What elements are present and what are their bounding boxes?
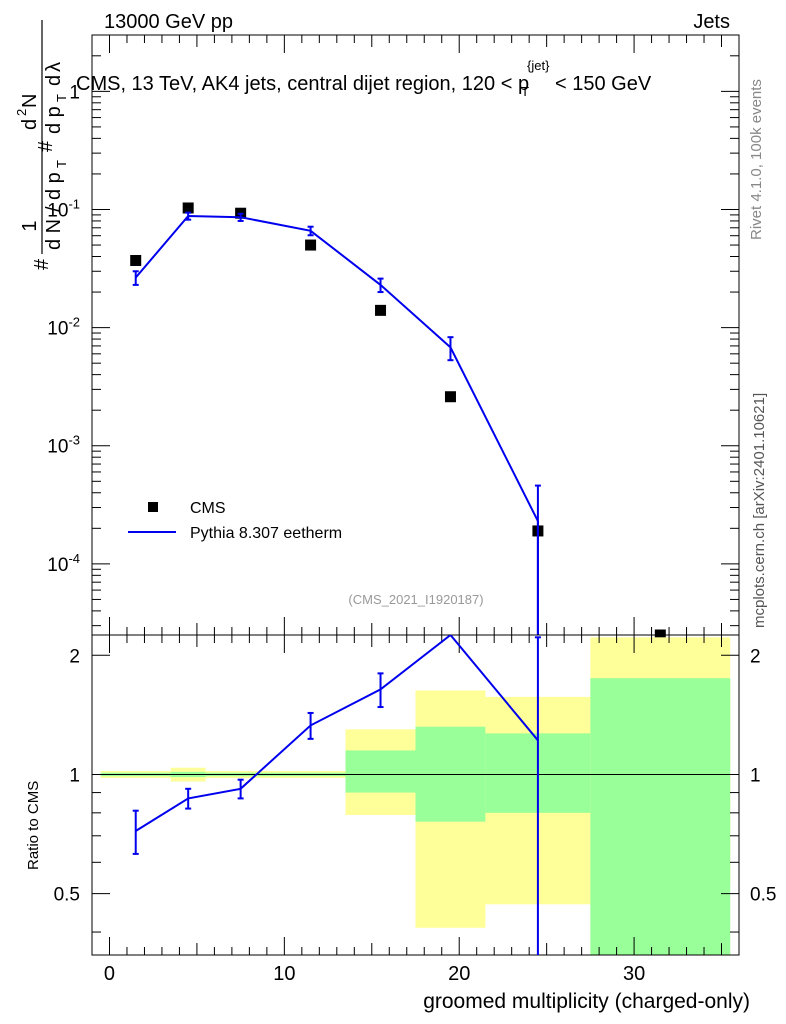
ratio-band-green bbox=[345, 750, 416, 793]
title-part-sup: {jet} bbox=[527, 58, 550, 73]
main-y-axis-title: # 1 d N / d p T # d 2 N d p T d λ bbox=[14, 20, 69, 270]
cms-data-point bbox=[182, 202, 194, 214]
tick-base: 10 bbox=[47, 319, 68, 340]
ratio-y-tick-label: 0.5 bbox=[54, 885, 80, 906]
tick-base: 10 bbox=[47, 200, 68, 221]
cms-data-point bbox=[130, 254, 142, 266]
x-axis-title: groomed multiplicity (charged-only) bbox=[423, 990, 750, 1013]
mcplots-label: mcplots.cern.ch [arXiv:2401.10621] bbox=[751, 393, 768, 628]
main-watermark: (CMS_2021_I1920187) bbox=[348, 592, 483, 607]
svg-text:2: 2 bbox=[14, 109, 29, 116]
legend-marker-cms bbox=[148, 502, 158, 512]
svg-text:d: d bbox=[19, 119, 41, 130]
x-tick-label: 30 bbox=[623, 963, 645, 985]
ratio-y-tick-label-right: 0.5 bbox=[750, 885, 776, 906]
ratio-plot-frame bbox=[91, 634, 740, 956]
main-plot-frame bbox=[91, 34, 740, 636]
main-y-tick-label: 1 bbox=[69, 82, 80, 103]
header-right: Jets bbox=[693, 11, 730, 33]
ratio-y-tick-label-right: 1 bbox=[750, 765, 761, 786]
main-panel: 110-110-210-310-4 (CMS_2021_I1920187) CM… bbox=[14, 20, 740, 641]
main-mc-line bbox=[132, 211, 541, 635]
main-y-tick-labels: 110-110-210-310-4 bbox=[47, 82, 80, 576]
svg-text:N: N bbox=[19, 94, 41, 108]
svg-text:T: T bbox=[54, 94, 69, 102]
ratio-y-tick-label: 2 bbox=[69, 646, 80, 667]
svg-text:d: d bbox=[43, 75, 65, 86]
svg-text:d p: d p bbox=[43, 172, 65, 200]
cms-data-point bbox=[444, 391, 456, 403]
x-tick-label: 20 bbox=[448, 963, 470, 985]
main-y-tick-label: 10-3 bbox=[47, 433, 80, 458]
svg-text:#: # bbox=[35, 140, 57, 152]
x-tick-label: 0 bbox=[104, 963, 115, 985]
cms-data-point bbox=[375, 304, 387, 316]
legend: CMS Pythia 8.307 eetherm bbox=[128, 500, 342, 542]
tick-exponent: -3 bbox=[68, 433, 80, 448]
x-tick-label: 10 bbox=[273, 963, 295, 985]
title-part-sub: T bbox=[521, 84, 529, 99]
svg-text:#: # bbox=[31, 258, 53, 270]
ratio-bands bbox=[100, 637, 731, 955]
ratio-ticks: 0.5 0.51 12 20 10 20 30 bbox=[54, 635, 776, 985]
legend-label-pythia: Pythia 8.307 eetherm bbox=[190, 525, 342, 542]
title-part-b: < 150 GeV bbox=[549, 73, 651, 95]
svg-text:d N: d N bbox=[43, 219, 65, 250]
title-part-a: CMS, 13 TeV, AK4 jets, central dijet reg… bbox=[76, 73, 518, 95]
main-y-tick-label: 10-1 bbox=[47, 196, 80, 221]
ratio-y-tick-label-right: 2 bbox=[750, 646, 761, 667]
svg-text:/: / bbox=[43, 206, 65, 212]
chart-title: CMS, 13 TeV, AK4 jets, central dijet reg… bbox=[76, 58, 652, 99]
legend-label-cms: CMS bbox=[190, 500, 226, 517]
tick-exponent: -2 bbox=[68, 315, 80, 330]
tick-exponent: -1 bbox=[68, 196, 80, 211]
rivet-label: Rivet 4.1.0, 100k events bbox=[748, 79, 765, 240]
ratio-panel: 0.5 0.51 12 20 10 20 30 Ratio to CMS groomed m… bbox=[25, 634, 776, 1013]
pythia-line bbox=[134, 214, 539, 635]
title-part-p: p bbox=[518, 73, 529, 95]
tick-base: 10 bbox=[47, 555, 68, 576]
tick-exponent: -4 bbox=[68, 551, 80, 566]
cms-data-point bbox=[305, 239, 317, 251]
svg-text:d p: d p bbox=[43, 106, 65, 134]
main-x-ticks bbox=[108, 35, 723, 635]
svg-text:T: T bbox=[54, 160, 69, 168]
ratio-y-axis-title: Ratio to CMS bbox=[25, 781, 42, 870]
main-y-ticks bbox=[92, 34, 739, 627]
main-y-tick-label: 10-2 bbox=[47, 315, 80, 340]
svg-text:λ: λ bbox=[43, 62, 65, 72]
svg-text:1: 1 bbox=[19, 220, 41, 231]
ratio-mc-line bbox=[132, 635, 541, 955]
ratio-band-green bbox=[590, 678, 731, 955]
main-y-tick-label: 10-4 bbox=[47, 551, 80, 576]
tick-base: 10 bbox=[47, 437, 68, 458]
header-left: 13000 GeV pp bbox=[104, 11, 233, 33]
ratio-y-tick-label: 1 bbox=[69, 765, 80, 786]
main-data-points bbox=[130, 202, 666, 641]
